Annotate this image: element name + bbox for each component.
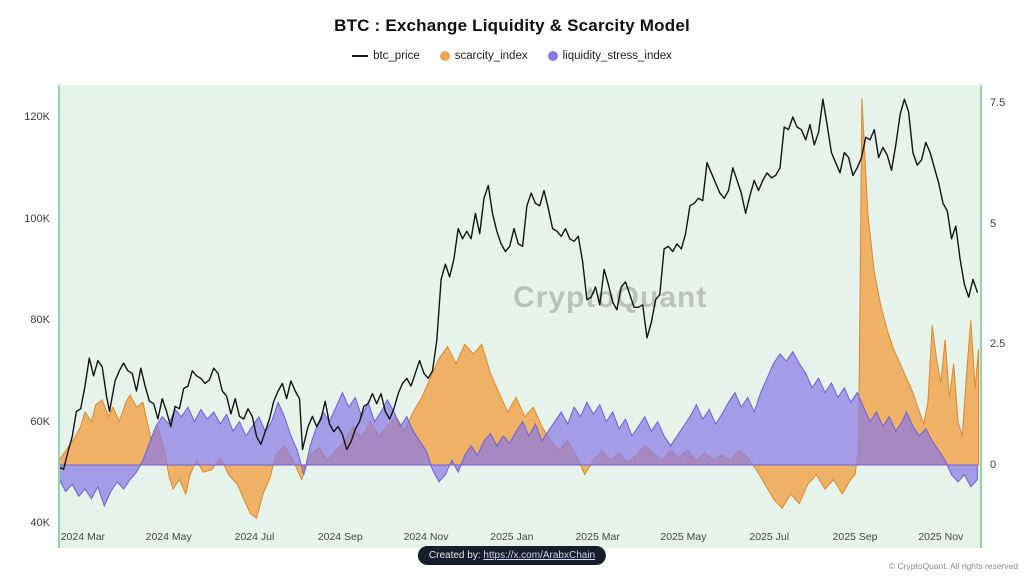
copyright-text: © CryptoQuant. All rights reserved xyxy=(888,561,1018,571)
created-by-text: Created by: xyxy=(428,550,484,561)
liquidity_stress_index-area xyxy=(58,350,978,508)
legend: btc_price scarcity_index liquidity_stres… xyxy=(0,50,1024,62)
x-axis-tick: 2024 May xyxy=(145,531,192,543)
legend-item-scarcity-index[interactable]: scarcity_index xyxy=(439,50,528,62)
y-axis-left-tick: 120K xyxy=(24,111,50,123)
page-title: BTC : Exchange Liquidity & Scarcity Mode… xyxy=(334,16,690,35)
x-axis-tick: 2024 Jul xyxy=(234,531,275,543)
legend-label-btc-price: btc_price xyxy=(373,50,420,62)
y-axis-left-tick: 60K xyxy=(30,415,50,428)
cryptoquant-watermark: CryptoQuant xyxy=(513,281,707,314)
x-axis-tick: 2025 Sep xyxy=(832,531,878,543)
legend-item-btc-price[interactable]: btc_price xyxy=(352,50,420,62)
creator-link[interactable]: https://x.com/ArabxChain xyxy=(483,550,596,561)
btc-price-line-marker-icon xyxy=(352,55,369,57)
x-axis-tick: 2025 Jan xyxy=(490,531,534,543)
legend-label-scarcity-index: scarcity_index xyxy=(454,50,528,62)
chart-canvas: CryptoQuant xyxy=(58,85,982,548)
liquidity-stress-dot-marker-icon xyxy=(547,51,558,61)
created-by-badge: Created by: https://x.com/ArabxChain xyxy=(417,546,607,565)
scarcity-index-dot-marker-icon xyxy=(439,51,450,61)
y-axis-right-tick: 2.5 xyxy=(990,338,1006,351)
y-axis-right-tick: 5 xyxy=(990,217,997,230)
legend-item-liquidity-stress-index[interactable]: liquidity_stress_index xyxy=(547,50,672,62)
x-axis-tick: 2024 Sep xyxy=(317,531,363,543)
y-axis-left-tick: 100K xyxy=(24,212,50,225)
x-axis-tick: 2025 Mar xyxy=(575,531,620,543)
x-axis-tick: 2024 Nov xyxy=(403,531,449,543)
x-axis-tick: 2025 Jul xyxy=(749,531,790,543)
legend-label-liquidity-stress-index: liquidity_stress_index xyxy=(562,50,672,62)
x-axis-tick: 2025 May xyxy=(660,531,707,543)
x-axis-tick: 2024 Mar xyxy=(60,531,106,543)
y-axis-right-tick: 0 xyxy=(990,459,997,471)
y-axis-left-tick: 40K xyxy=(30,517,50,529)
plot-area[interactable]: CryptoQuant xyxy=(58,85,982,548)
btc-price-line xyxy=(58,98,978,470)
y-axis-left-tick: 80K xyxy=(30,314,50,326)
y-axis-right-tick: 7.5 xyxy=(990,97,1006,109)
x-axis-tick: 2025 Nov xyxy=(918,531,964,543)
